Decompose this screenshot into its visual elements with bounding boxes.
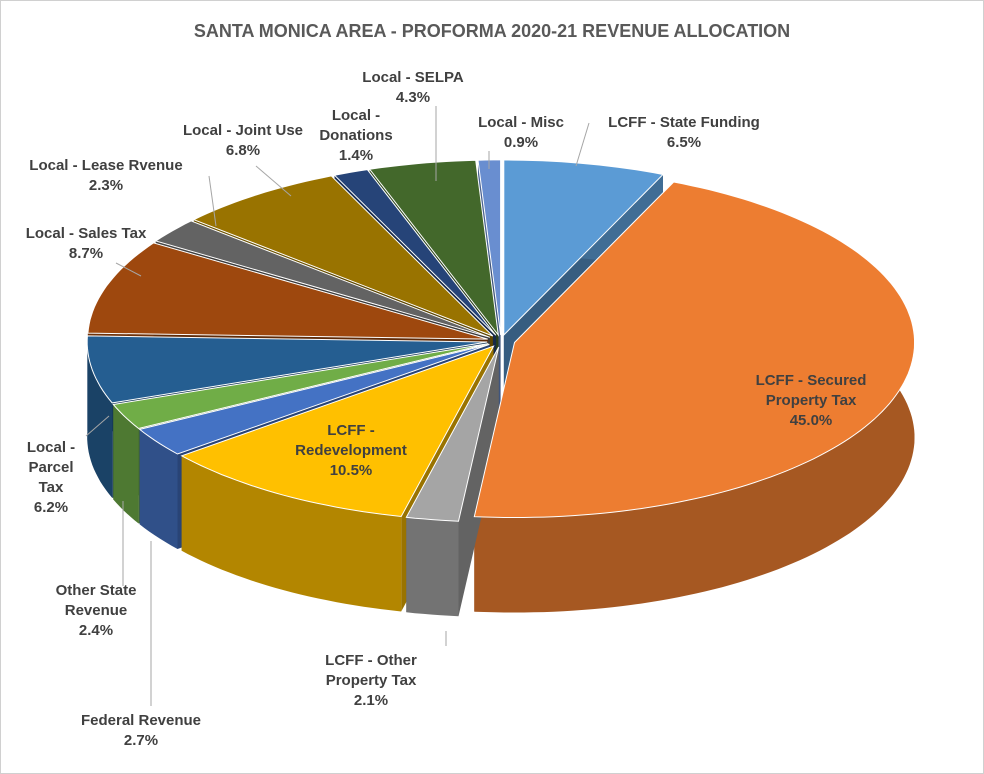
slice [503,159,665,337]
slice [87,242,488,340]
slice-wall [139,429,178,549]
label-name: Local - Lease Rvenue [29,157,183,174]
leader-line [115,262,142,277]
data-label: LCFF - State Funding 6.5% [599,113,769,153]
label-name: LCFF - Redevelopment [295,422,407,459]
chart-title: SANTA MONICA AREA - PROFORMA 2020-21 REV… [193,21,791,41]
slice [473,181,915,518]
data-label: Local - Misc 0.9% [471,113,571,153]
data-label: Local - Sales Tax 8.7% [6,224,166,264]
label-name: Local - Misc [478,114,564,131]
data-label: LCFF - Secured Property Tax 45.0% [736,371,886,431]
slice [368,159,500,337]
leader-line [575,122,590,167]
data-label: Other State Revenue 2.4% [36,581,156,641]
label-value: 1.4% [338,147,374,164]
label-name: LCFF - Other Property Tax [325,652,417,689]
label-value: 6.5% [666,134,702,151]
slice-wall [113,404,139,524]
label-value: 2.1% [353,692,389,709]
leader-line [208,175,217,227]
slice [86,335,488,404]
label-name: Local - Donations [319,107,393,144]
data-label: Local - Lease Rvenue 2.3% [11,156,201,196]
label-value: 2.7% [123,732,159,749]
label-value: 6.2% [33,499,69,516]
slice [154,220,491,338]
slice [138,343,490,455]
label-value: 4.3% [395,89,431,106]
leader-line [255,165,292,197]
label-name: Local - Sales Tax [25,225,147,242]
label-value: 45.0% [789,412,833,429]
label-name: LCFF - State Funding [608,114,760,131]
label-value: 8.7% [68,245,104,262]
label-value: 6.8% [225,142,261,159]
data-label: Federal Revenue 2.7% [51,711,231,751]
data-label: Local - Joint Use 6.8% [163,121,323,161]
label-name: Local - Parcel Tax [26,439,76,496]
data-label: LCFF - Other Property Tax 2.1% [301,651,441,711]
slice [333,169,497,336]
slice [192,175,494,337]
slice-wall [406,517,459,617]
label-value: 2.3% [88,177,124,194]
slice-wall [87,335,113,498]
slice [405,346,500,522]
label-name: LCFF - Secured Property Tax [755,372,867,409]
label-name: Local - Joint Use [182,122,304,139]
leader-line [85,415,110,437]
label-name: Other State Revenue [55,582,137,619]
slice [112,343,489,430]
label-name: Local - SELPA [362,69,464,86]
label-value: 0.9% [503,134,539,151]
label-value: 2.4% [78,622,114,639]
data-label: Local - SELPA 4.3% [358,68,468,108]
label-value: 10.5% [329,462,373,479]
data-label: LCFF - Redevelopment 10.5% [276,421,426,481]
slice [180,345,495,518]
data-label: Local - Donations 1.4% [306,106,406,166]
data-label: Local - Parcel Tax 6.2% [21,438,81,518]
slice-wall [181,455,402,612]
label-name: Federal Revenue [80,712,202,729]
